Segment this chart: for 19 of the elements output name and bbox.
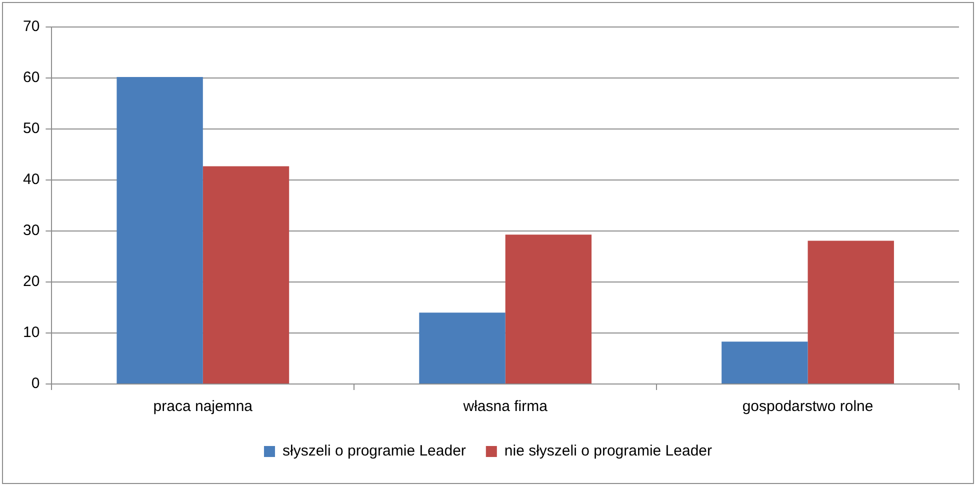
bar: [505, 234, 592, 384]
bar: [202, 166, 290, 384]
y-tick-label: 10: [22, 324, 40, 342]
y-tick-label: 40: [22, 171, 40, 188]
bar: [722, 342, 808, 384]
x-tick-label: praca najemna: [153, 398, 254, 416]
y-tick-label: 70: [22, 18, 40, 36]
bar: [116, 76, 203, 384]
y-tick-label: 60: [22, 69, 40, 86]
legend-label: słyszeli o programie Leader: [282, 442, 466, 460]
bar: [808, 240, 894, 384]
legend-label: nie słyszeli o programie Leader: [504, 442, 712, 460]
x-tick-label: własna firma: [462, 398, 548, 416]
y-tick-label: 0: [31, 375, 40, 392]
bar: [419, 312, 506, 384]
y-tick-label: 30: [22, 222, 40, 240]
y-tick-label: 50: [22, 120, 40, 138]
y-tick-label: 20: [22, 273, 40, 290]
x-tick-label: gospodarstwo rolne: [742, 398, 874, 416]
